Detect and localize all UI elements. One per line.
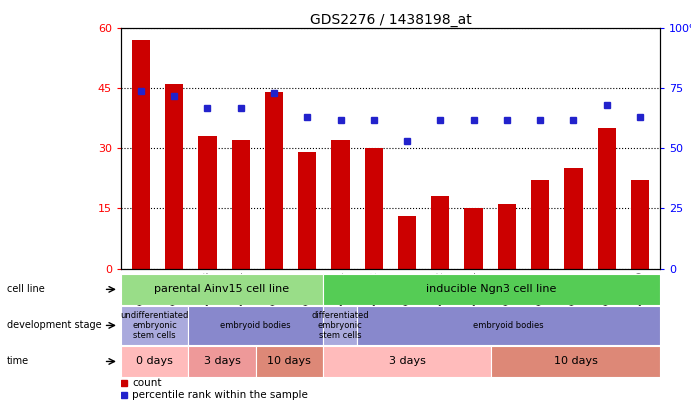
Bar <box>498 205 516 269</box>
Bar <box>631 181 649 269</box>
Bar <box>231 141 250 269</box>
Bar <box>464 209 483 269</box>
Text: count: count <box>132 378 162 388</box>
Text: cell line: cell line <box>7 284 45 294</box>
Bar <box>298 152 316 269</box>
Bar <box>332 141 350 269</box>
Bar <box>323 306 357 345</box>
Bar <box>323 346 491 377</box>
Text: embryoid bodies: embryoid bodies <box>220 321 291 330</box>
Bar <box>265 92 283 269</box>
Text: time: time <box>7 356 29 367</box>
Bar <box>198 136 216 269</box>
Bar <box>121 306 188 345</box>
Text: inducible Ngn3 cell line: inducible Ngn3 cell line <box>426 284 557 294</box>
Bar <box>565 168 583 269</box>
Bar <box>357 306 660 345</box>
Bar <box>491 346 660 377</box>
Bar <box>531 181 549 269</box>
Bar <box>121 274 323 305</box>
Text: 0 days: 0 days <box>136 356 173 367</box>
Text: parental Ainv15 cell line: parental Ainv15 cell line <box>154 284 290 294</box>
Text: percentile rank within the sample: percentile rank within the sample <box>132 390 308 400</box>
Text: 10 days: 10 days <box>267 356 311 367</box>
Bar <box>365 149 383 269</box>
Bar <box>598 128 616 269</box>
Text: development stage: development stage <box>7 320 102 330</box>
Bar <box>323 274 660 305</box>
Bar <box>431 196 449 269</box>
Bar <box>165 84 183 269</box>
Bar <box>121 346 188 377</box>
Title: GDS2276 / 1438198_at: GDS2276 / 1438198_at <box>310 13 471 27</box>
Bar <box>188 306 323 345</box>
Bar <box>132 40 150 269</box>
Text: embryoid bodies: embryoid bodies <box>473 321 544 330</box>
Bar <box>398 217 416 269</box>
Text: undifferentiated
embryonic
stem cells: undifferentiated embryonic stem cells <box>120 311 189 340</box>
Text: 3 days: 3 days <box>204 356 240 367</box>
Bar <box>256 346 323 377</box>
Text: 3 days: 3 days <box>389 356 426 367</box>
Text: differentiated
embryonic
stem cells: differentiated embryonic stem cells <box>311 311 369 340</box>
Bar <box>188 346 256 377</box>
Text: 10 days: 10 days <box>553 356 598 367</box>
